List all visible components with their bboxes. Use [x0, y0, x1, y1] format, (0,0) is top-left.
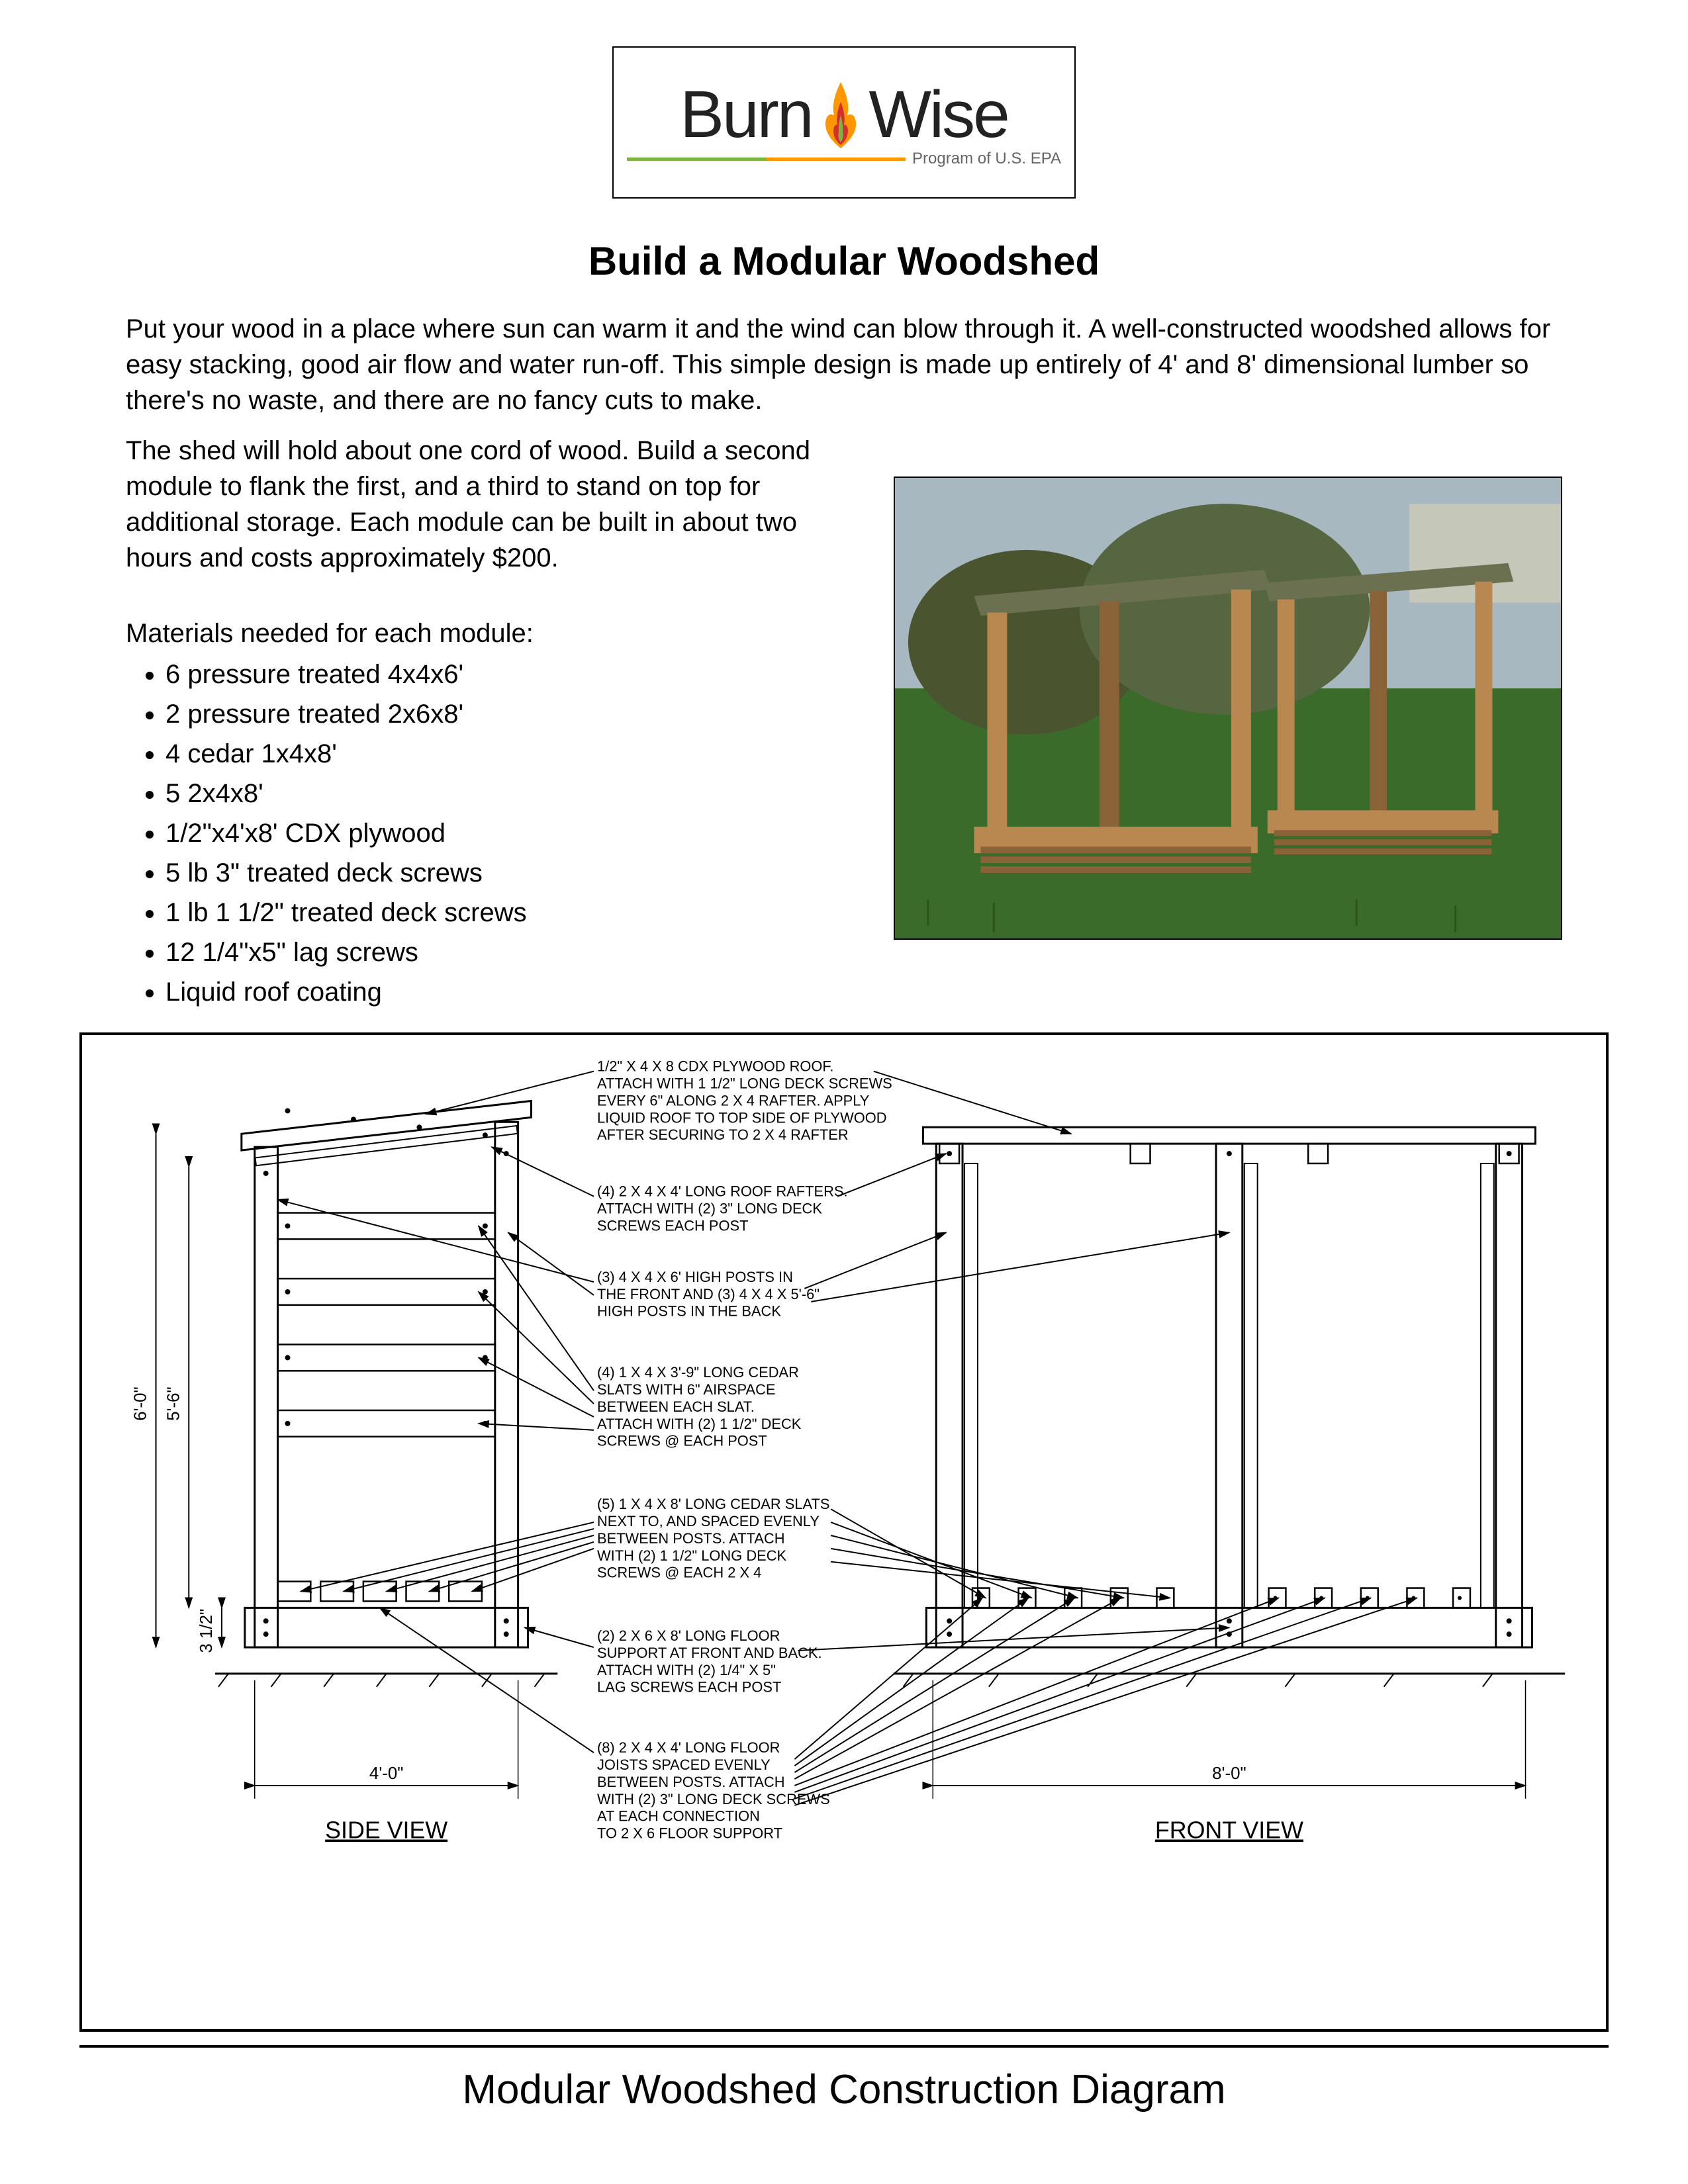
dim-height-front: 6'-0"	[132, 1387, 150, 1421]
materials-list: Materials needed for each module: 6 pres…	[126, 615, 854, 1014]
materials-item: 1 lb 1 1/2" treated deck screws	[165, 895, 854, 931]
callout-floor-slats: (5) 1 X 4 X 8' LONG CEDAR SLATSNEXT TO, …	[597, 1496, 829, 1580]
callout-roof: 1/2" X 4 X 8 CDX PLYWOOD ROOF.ATTACH WIT…	[597, 1058, 892, 1143]
materials-item: 5 2x4x8'	[165, 776, 854, 811]
side-view-label: SIDE VIEW	[325, 1817, 447, 1844]
construction-diagram: 6'-0" 5'-6" 3 1/2" 4'-0" SIDE VIEW 1/2" …	[79, 1032, 1609, 2032]
front-view-label: FRONT VIEW	[1155, 1817, 1303, 1844]
callout-floor-support: (2) 2 X 6 X 8' LONG FLOORSUPPORT AT FRON…	[597, 1627, 822, 1696]
logo-word1: Burn	[680, 77, 812, 153]
callout-side-slats: (4) 1 X 4 X 3'-9" LONG CEDARSLATS WITH 6…	[597, 1364, 802, 1449]
materials-header: Materials needed for each module:	[126, 615, 854, 651]
materials-ul: 6 pressure treated 4x4x6' 2 pressure tre…	[126, 657, 854, 1010]
dim-floor-gap: 3 1/2"	[197, 1609, 216, 1653]
dim-height-back: 5'-6"	[164, 1387, 183, 1421]
materials-item: 12 1/4"x5" lag screws	[165, 934, 854, 970]
dim-front-width: 8'-0"	[1212, 1764, 1246, 1783]
logo-word2: Wise	[869, 77, 1008, 153]
page-title: Build a Modular Woodshed	[0, 238, 1688, 284]
logo-subtitle: Program of U.S. EPA	[906, 150, 1061, 168]
logo-main: Burn Wise	[680, 77, 1008, 153]
materials-item: 1/2"x4'x8' CDX plywood	[165, 815, 854, 851]
materials-item: 4 cedar 1x4x8'	[165, 736, 854, 772]
materials-item: 6 pressure treated 4x4x6'	[165, 657, 854, 692]
woodshed-photo	[894, 477, 1562, 940]
callout-floor-joists: (8) 2 X 4 X 4' LONG FLOORJOISTS SPACED E…	[597, 1739, 830, 1841]
flame-icon	[818, 79, 864, 152]
materials-item: Liquid roof coating	[165, 974, 854, 1010]
logo: Burn Wise Program of U.S. EPA	[612, 46, 1076, 199]
logo-line-orange	[767, 158, 906, 161]
intro-para-2: The shed will hold about one cord of woo…	[126, 433, 854, 576]
materials-item: 5 lb 3" treated deck screws	[165, 855, 854, 891]
logo-line-green	[627, 158, 767, 161]
callout-posts: (3) 4 X 4 X 6' HIGH POSTS INTHE FRONT AN…	[597, 1269, 820, 1320]
intro-para-1: Put your wood in a place where sun can w…	[126, 311, 1562, 418]
dim-side-width: 4'-0"	[369, 1764, 404, 1783]
logo-subtitle-row: Program of U.S. EPA	[627, 150, 1061, 168]
diagram-title: Modular Woodshed Construction Diagram	[79, 2045, 1609, 2132]
materials-item: 2 pressure treated 2x6x8'	[165, 696, 854, 732]
callout-rafters: (4) 2 X 4 X 4' LONG ROOF RAFTERS.ATTACH …	[597, 1183, 848, 1234]
